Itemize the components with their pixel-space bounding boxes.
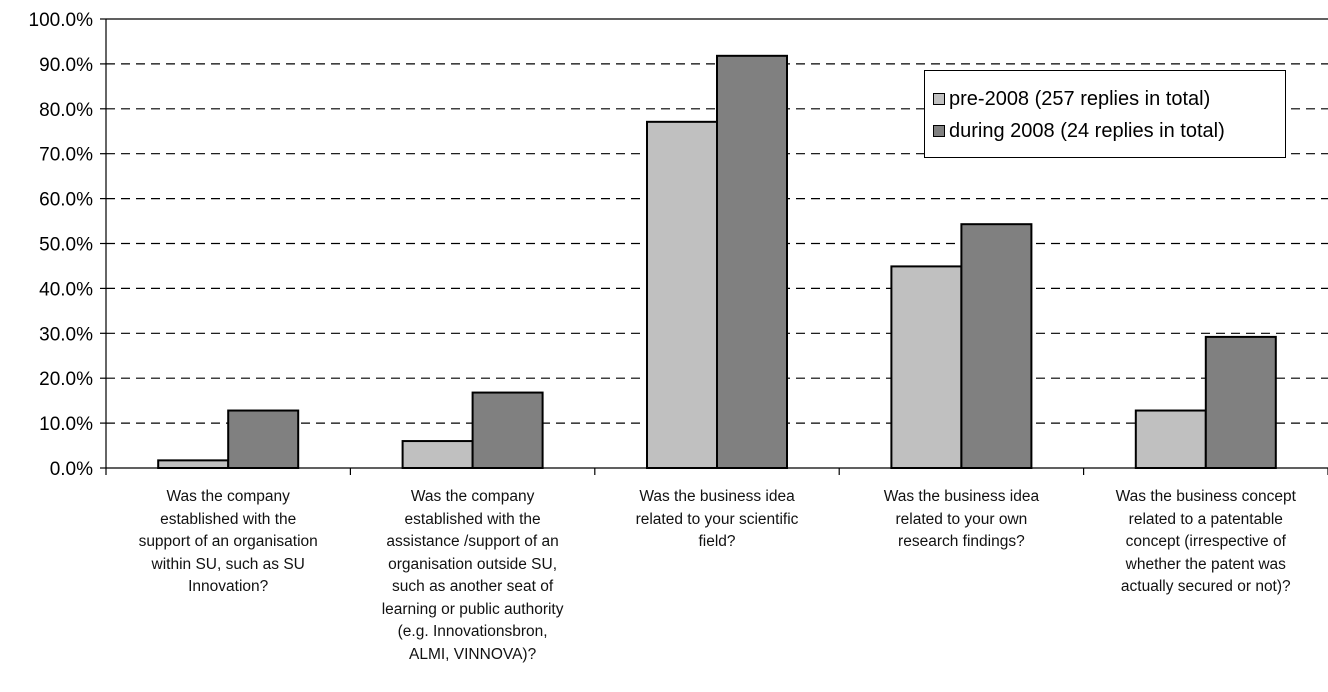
bar-during-2008 [1204, 335, 1277, 469]
x-category-label-line: Was the business idea [639, 488, 795, 505]
x-category-label-line: established with the [404, 510, 541, 528]
x-category-label-line: actually secured or not)? [1120, 578, 1291, 595]
bar-during-2008 [960, 223, 1033, 469]
y-tick-label: 80.0% [39, 100, 93, 121]
x-category-label-line: (e.g. Innovationsbron, [397, 623, 548, 640]
bars [157, 54, 1277, 470]
bar-during-2008 [716, 54, 788, 470]
x-category-label-line: Was the business concept [1115, 488, 1296, 505]
bar-pre-2008 [157, 459, 230, 470]
legend-label-during-2008: during 2008 (24 replies in total) [949, 119, 1225, 142]
y-tick-label: 90.0% [39, 55, 93, 76]
x-category-label-line: whether the patent was [1125, 555, 1286, 573]
legend-swatch-during-2008 [933, 125, 945, 137]
y-tick-label: 0.0% [50, 459, 93, 480]
legend-label-pre-2008: pre-2008 (257 replies in total) [949, 87, 1211, 110]
y-tick-label: 70.0% [39, 145, 93, 166]
y-tick-labels: 0.0% 10.0% 20.0% 30.0% 40.0% 50.0% 60.0% 70.0% 8… [29, 10, 94, 480]
bar-pre-2008 [646, 120, 718, 469]
y-tick-label: 10.0% [39, 414, 93, 435]
x-category-label-line: related to your scientific [635, 510, 799, 528]
y-tick-label: 50.0% [39, 235, 93, 256]
x-category-label-line: ALMI, VINNOVA)? [409, 645, 537, 663]
x-category-label-line: organisation outside SU, [388, 555, 558, 573]
x-category-label-line: concept (irrespective of [1125, 533, 1286, 550]
x-category-label-line: Innovation? [188, 578, 269, 595]
x-category-label-line: Was the business idea [883, 488, 1040, 505]
x-category-label: Was the company established with the suppo… [118, 486, 338, 599]
x-category-label-line: research findings? [898, 533, 1025, 550]
bar-during-2008 [471, 391, 544, 469]
gridlines [106, 18, 1328, 424]
y-tick-label: 20.0% [39, 369, 93, 390]
legend: pre-2008 (257 replies in total) during 2… [924, 70, 1286, 158]
bar-pre-2008 [890, 265, 963, 469]
y-tick-label: 30.0% [39, 324, 93, 345]
x-category-label-line: related to a patentable [1128, 510, 1283, 528]
legend-item-pre-2008: pre-2008 (257 replies in total) [933, 86, 1210, 112]
bar-pre-2008 [1134, 409, 1207, 470]
x-category-label-line: related to your own [895, 510, 1028, 528]
x-category-label: Was the business idea related to your own… [851, 486, 1071, 554]
y-tick-label: 40.0% [39, 279, 93, 300]
x-category-label: Was the company established with the assis… [363, 486, 583, 666]
bar-pre-2008 [401, 440, 474, 469]
x-category-label-line: assistance /support of an [386, 533, 559, 550]
x-category-label-line: Was the company [410, 488, 535, 505]
y-tick-label: 60.0% [39, 190, 93, 211]
legend-item-during-2008: during 2008 (24 replies in total) [933, 118, 1225, 144]
x-category-label-line: within SU, such as SU [151, 555, 305, 573]
x-category-label-line: support of an organisation [138, 533, 318, 550]
y-tick-label: 100.0% [29, 10, 94, 31]
x-category-label-line: established with the [160, 510, 297, 528]
x-category-label-line: field? [698, 533, 736, 550]
x-category-label: Was the business concept related to a pat… [1096, 486, 1316, 599]
legend-swatch-pre-2008 [933, 93, 945, 105]
x-category-label-line: such as another seat of [392, 578, 554, 595]
bar-during-2008 [227, 409, 300, 470]
x-category-label-line: Was the company [166, 488, 290, 505]
x-category-label-line: learning or public authority [381, 600, 564, 618]
x-category-label: Was the business idea related to your sci… [607, 486, 827, 554]
